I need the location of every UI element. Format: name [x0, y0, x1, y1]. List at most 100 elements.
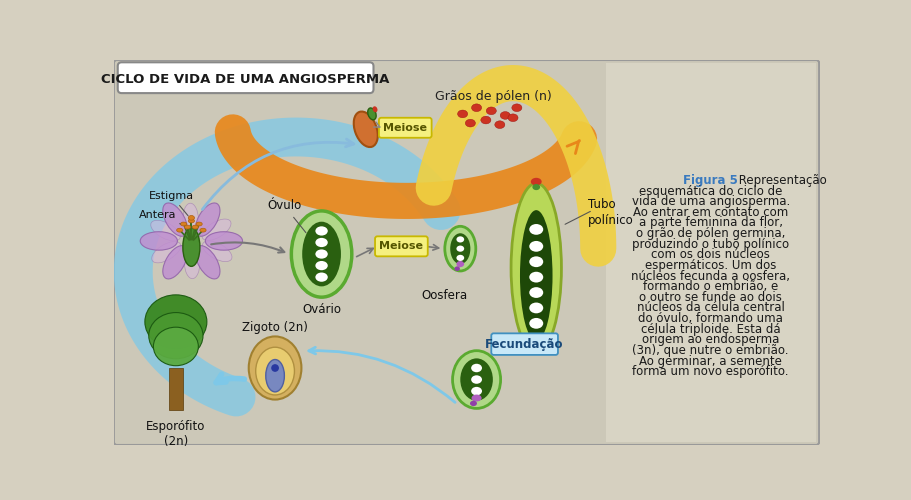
Ellipse shape [200, 228, 206, 232]
Ellipse shape [315, 238, 328, 247]
Text: Ao entrar em contato com: Ao entrar em contato com [633, 206, 788, 219]
Ellipse shape [153, 327, 199, 366]
Ellipse shape [456, 236, 465, 242]
Ellipse shape [315, 272, 328, 282]
Ellipse shape [163, 246, 188, 279]
Ellipse shape [189, 219, 194, 223]
Ellipse shape [177, 228, 183, 232]
Ellipse shape [453, 350, 501, 408]
Text: esquemática do ciclo de: esquemática do ciclo de [639, 184, 783, 198]
Ellipse shape [472, 394, 482, 402]
Text: Estigma: Estigma [148, 190, 194, 216]
Circle shape [271, 364, 279, 372]
Ellipse shape [148, 312, 203, 359]
Text: CICLO DE VIDA DE UMA ANGIOSPERMA: CICLO DE VIDA DE UMA ANGIOSPERMA [101, 72, 390, 86]
Ellipse shape [183, 228, 200, 266]
Ellipse shape [302, 222, 341, 286]
Ellipse shape [471, 364, 482, 372]
Text: Ovário: Ovário [302, 304, 341, 316]
Text: do óvulo, formando uma: do óvulo, formando uma [639, 312, 783, 325]
Ellipse shape [266, 360, 284, 392]
Ellipse shape [471, 376, 482, 384]
Ellipse shape [315, 250, 328, 258]
Ellipse shape [445, 226, 476, 271]
Ellipse shape [249, 336, 302, 400]
Ellipse shape [455, 266, 460, 271]
Ellipse shape [529, 302, 543, 314]
FancyBboxPatch shape [491, 334, 558, 355]
Text: Grãos de pólen (n): Grãos de pólen (n) [435, 90, 552, 104]
Text: a parte feminina da flor,: a parte feminina da flor, [639, 216, 783, 230]
Ellipse shape [531, 178, 542, 186]
Ellipse shape [456, 255, 465, 261]
Ellipse shape [532, 184, 540, 190]
Ellipse shape [183, 203, 199, 235]
Text: (3n), que nutre o embrião.: (3n), que nutre o embrião. [632, 344, 789, 357]
Ellipse shape [140, 232, 178, 250]
Ellipse shape [456, 261, 465, 267]
Text: núcleos fecunda a oosfera,: núcleos fecunda a oosfera, [631, 270, 790, 282]
Ellipse shape [189, 216, 194, 220]
Ellipse shape [529, 318, 543, 328]
Ellipse shape [368, 108, 376, 120]
Ellipse shape [202, 219, 231, 240]
Ellipse shape [353, 112, 378, 147]
Ellipse shape [450, 233, 470, 264]
Ellipse shape [195, 203, 220, 236]
Ellipse shape [511, 183, 561, 352]
Ellipse shape [373, 106, 377, 112]
Ellipse shape [529, 272, 543, 282]
Ellipse shape [456, 246, 465, 252]
Ellipse shape [520, 210, 553, 341]
Text: Oosfera: Oosfera [422, 288, 468, 302]
Ellipse shape [500, 112, 510, 120]
Text: Fecundação: Fecundação [486, 338, 564, 350]
Text: célula triploide. Esta dá: célula triploide. Esta dá [640, 322, 781, 336]
Text: produzindo o tubo polínico: produzindo o tubo polínico [632, 238, 789, 250]
Text: Figura 5: Figura 5 [683, 174, 738, 187]
Ellipse shape [195, 246, 220, 279]
Text: Representação: Representação [735, 174, 827, 187]
Ellipse shape [529, 241, 543, 252]
Ellipse shape [315, 226, 328, 235]
Ellipse shape [292, 211, 352, 297]
Bar [169, 368, 183, 410]
Ellipse shape [529, 224, 543, 235]
Bar [606, 63, 816, 442]
Ellipse shape [315, 261, 328, 270]
FancyBboxPatch shape [114, 60, 819, 445]
FancyBboxPatch shape [118, 62, 374, 93]
Text: Meiose: Meiose [384, 123, 427, 133]
Ellipse shape [151, 220, 180, 241]
Ellipse shape [486, 107, 496, 114]
Ellipse shape [457, 110, 467, 118]
Text: espermáticos. Um dos: espermáticos. Um dos [645, 259, 776, 272]
Ellipse shape [508, 114, 518, 122]
Text: o grão de pólen germina,: o grão de pólen germina, [636, 227, 785, 240]
FancyBboxPatch shape [379, 118, 432, 138]
Ellipse shape [163, 203, 188, 236]
Ellipse shape [184, 246, 200, 278]
Text: formando o embrião, e: formando o embrião, e [643, 280, 778, 293]
Ellipse shape [512, 104, 522, 112]
Text: Óvulo: Óvulo [267, 200, 306, 232]
Text: Meiose: Meiose [379, 242, 424, 252]
FancyBboxPatch shape [375, 236, 428, 256]
Ellipse shape [192, 225, 199, 229]
Text: com os dois núcleos: com os dois núcleos [651, 248, 770, 262]
Ellipse shape [184, 225, 190, 229]
Ellipse shape [471, 387, 482, 396]
Text: Antera: Antera [138, 210, 180, 224]
Text: Esporófito
(2n): Esporófito (2n) [146, 420, 206, 448]
Text: Zigoto (2n): Zigoto (2n) [242, 322, 308, 334]
Text: vida de uma angiosperma.: vida de uma angiosperma. [631, 195, 790, 208]
Ellipse shape [529, 256, 543, 267]
Ellipse shape [495, 121, 505, 128]
Text: núcleos da célula central: núcleos da célula central [637, 302, 784, 314]
Text: Ao germinar, a semente: Ao germinar, a semente [640, 354, 782, 368]
Ellipse shape [145, 295, 207, 349]
Ellipse shape [470, 400, 477, 406]
Ellipse shape [529, 287, 543, 298]
Ellipse shape [256, 347, 294, 395]
Text: Tubo
polínico: Tubo polínico [589, 198, 634, 227]
